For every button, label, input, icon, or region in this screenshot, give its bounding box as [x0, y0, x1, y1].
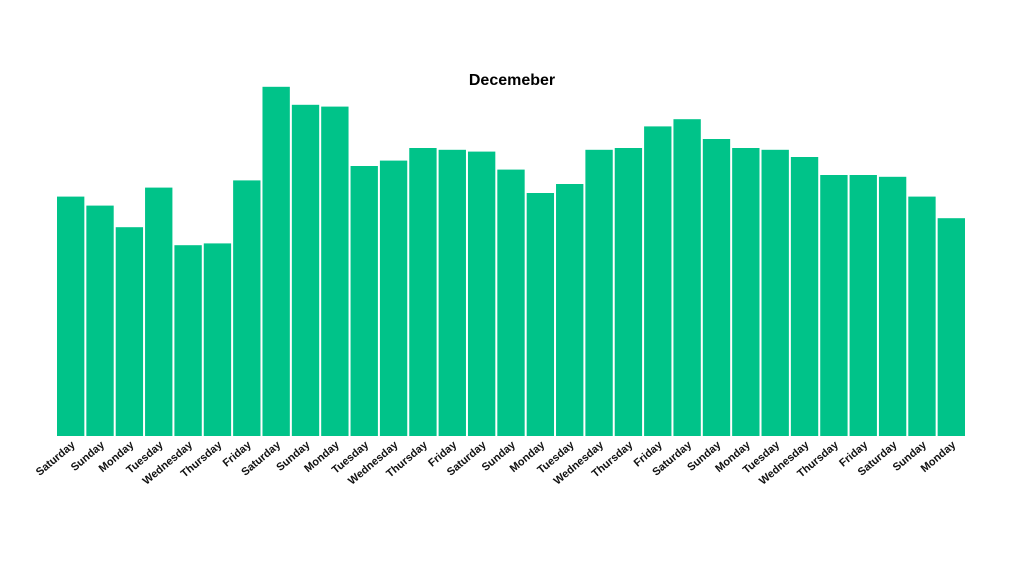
- bar-2: [115, 227, 144, 436]
- bar-18: [585, 149, 613, 437]
- bar-11: [379, 160, 408, 436]
- x-tick-labels: SaturdaySundayMondayTuesdayWednesdayThur…: [34, 439, 959, 488]
- bar-0: [57, 196, 85, 436]
- bar-24: [761, 149, 789, 437]
- bar-4: [174, 245, 202, 436]
- bar-21: [673, 119, 701, 436]
- bar-3: [145, 187, 173, 436]
- bar-30: [937, 218, 965, 436]
- bar-13: [438, 149, 466, 437]
- bar-8: [291, 104, 320, 437]
- bar-27: [849, 175, 877, 436]
- bar-10: [350, 166, 378, 436]
- bar-15: [497, 169, 525, 436]
- bar-9: [321, 106, 349, 436]
- bar-23: [732, 148, 760, 436]
- bar-1: [86, 205, 114, 436]
- bar-22: [702, 139, 731, 436]
- x-tick-label-0: Saturday: [34, 439, 78, 479]
- bar-16: [526, 193, 555, 436]
- bar-29: [908, 196, 936, 436]
- bar-20: [644, 126, 672, 437]
- bar-17: [556, 184, 584, 436]
- bar-7: [262, 86, 290, 437]
- chart-title: Decemeber: [468, 72, 556, 89]
- bar-19: [614, 148, 643, 436]
- bar-26: [820, 175, 848, 436]
- bars-group: [57, 86, 965, 437]
- bar-12: [409, 148, 437, 436]
- bar-14: [467, 151, 496, 436]
- bar-5: [203, 243, 232, 436]
- bar-6: [233, 180, 261, 436]
- bar-28: [878, 176, 907, 437]
- bar-25: [790, 157, 819, 436]
